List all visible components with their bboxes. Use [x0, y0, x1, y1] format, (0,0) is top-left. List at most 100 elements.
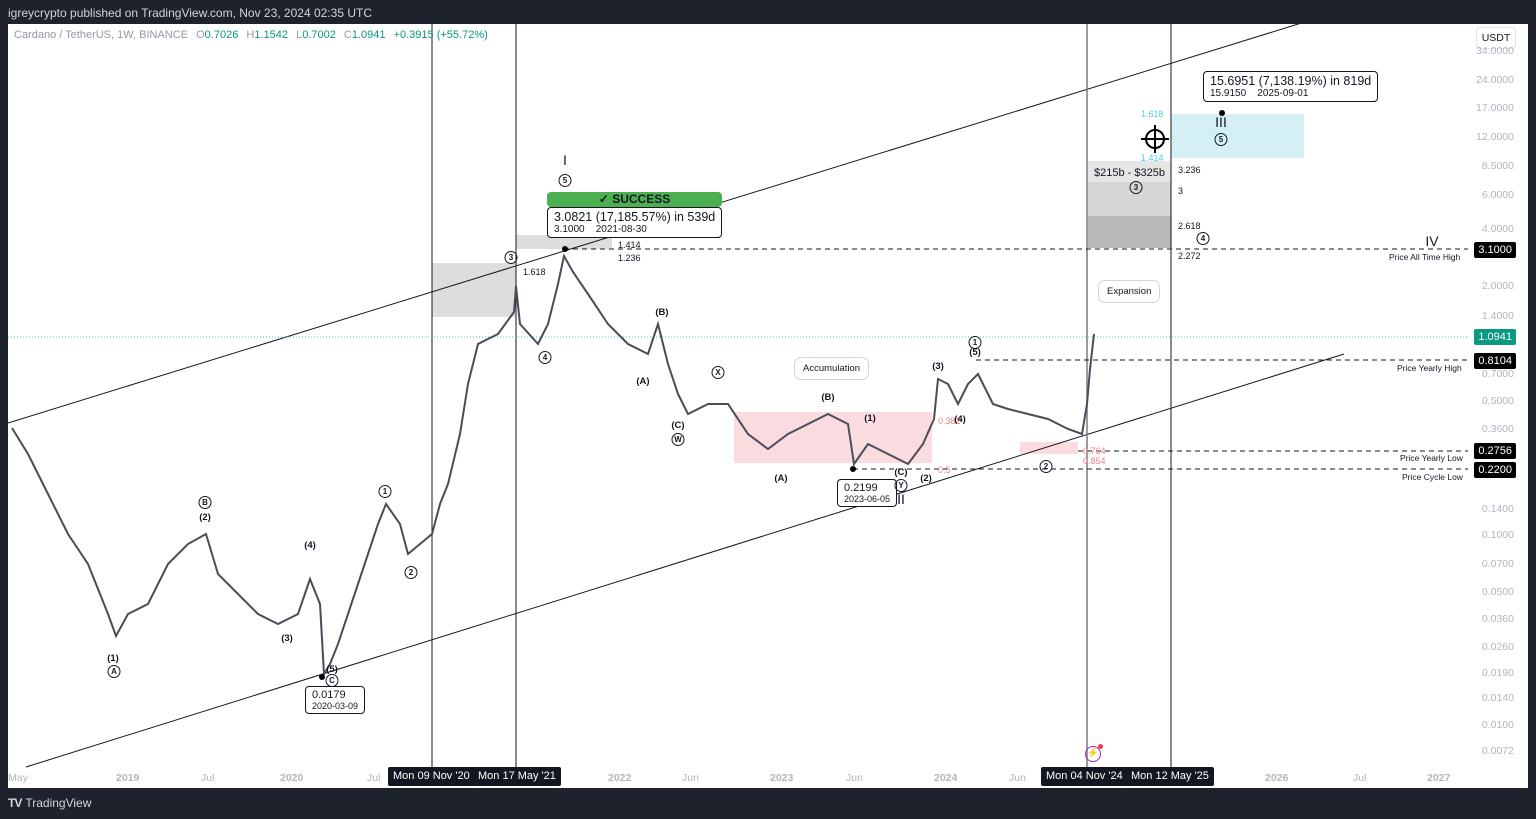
expansion-bubble: Expansion: [1098, 280, 1161, 303]
y-tick: 0.0100: [1481, 719, 1514, 731]
low-2023-date: 2023-06-05: [844, 494, 891, 504]
wave-label-C-2023: (C): [894, 467, 908, 478]
wave-label-B-2023: (B): [821, 392, 835, 403]
wave-label-3: (3): [281, 633, 293, 644]
y-tick: 4.0000: [1481, 223, 1514, 235]
y-tick: 0.0190: [1481, 667, 1514, 679]
success-label: SUCCESS: [612, 192, 671, 206]
wave-label-5-2024: (5): [969, 347, 981, 358]
tv-logo-icon: TV: [8, 796, 22, 810]
wave-label-4-2024: (4): [954, 414, 966, 425]
wave-circle-2-2024: 2: [1039, 460, 1053, 473]
y-tick: 0.1400: [1481, 503, 1514, 515]
high-label: H: [246, 29, 255, 41]
x-tick: 2022: [608, 772, 632, 784]
fib-05: 0.5: [938, 465, 951, 475]
currency-button[interactable]: USDT: [1476, 27, 1516, 49]
fib-0854: 0.854: [1083, 456, 1106, 466]
close-label: C: [343, 29, 352, 41]
x-tick: 2027: [1427, 772, 1451, 784]
note-yearly-low: Price Yearly Low: [1400, 453, 1463, 463]
y-tick: 12.0000: [1476, 131, 1514, 143]
wave-circle-4-2021: 4: [538, 351, 552, 364]
low-2020-date: 2020-03-09: [312, 701, 359, 711]
wave-circle-3-target: 3: [1129, 181, 1143, 194]
wave-roman-4: IV: [1425, 233, 1439, 249]
target-callout-main: 15.6951 (7,138.19%) in 819d: [1210, 74, 1372, 88]
zone-2021-top: [516, 235, 612, 249]
mcap-zone-top: [1088, 161, 1171, 182]
y-tick: 1.4000: [1481, 310, 1514, 322]
x-tick: May: [8, 772, 28, 784]
mcap-zone-label: $215b - $325b: [1094, 167, 1165, 179]
price-tag-current: 1.0941: [1474, 329, 1516, 345]
zone-2021-fib: [432, 263, 516, 317]
low-2023-callout: 0.2199 2023-06-05: [837, 479, 898, 507]
wave-label-4: (4): [304, 540, 316, 551]
y-tick: 6.0000: [1481, 189, 1514, 201]
accumulation-bubble: Accumulation: [794, 357, 870, 380]
target-zone: [1171, 114, 1304, 158]
wave-roman-2: II: [897, 491, 905, 507]
crosshair-icon[interactable]: [1141, 125, 1169, 153]
x-tick: Jun: [682, 772, 699, 784]
wave-label-A-2022: (A): [636, 376, 650, 387]
wave-circle-5-target: 5: [1214, 133, 1228, 146]
brand-name: TradingView: [25, 796, 92, 810]
symbol-name: Cardano / TetherUS, 1W, BINANCE: [14, 29, 189, 41]
time-tag-may-21: Mon 17 May '21: [473, 767, 561, 786]
open-label: O: [196, 29, 205, 41]
wave-label-3-2024: (3): [932, 361, 944, 372]
wave-circle-W: W: [671, 433, 685, 446]
publish-info: igreycrypto published on TradingView.com…: [8, 6, 372, 20]
wave-circle-B: B: [198, 496, 212, 509]
fib-0764: 0.764: [1083, 446, 1106, 456]
accumulation-zone: [734, 412, 932, 463]
wave-label-1: (1): [107, 653, 119, 664]
wave-label-C-2022: (C): [671, 420, 685, 431]
ath-callout-price: 3.1000: [554, 224, 585, 235]
fib-target-1414: 1.414: [1141, 153, 1164, 163]
wave-label-A-2023: (A): [774, 473, 788, 484]
y-tick: 0.7000: [1481, 368, 1514, 380]
price-plot[interactable]: [8, 24, 1528, 788]
low-value: 0.7002: [302, 29, 336, 41]
fib-3236: 3.236: [1178, 165, 1201, 175]
y-tick: 0.0500: [1481, 586, 1514, 598]
success-badge: ✓ SUCCESS: [547, 192, 722, 207]
fib-1618: 1.618: [523, 267, 546, 277]
y-tick: 0.0072: [1481, 745, 1514, 757]
wave-circle-4-target: 4: [1196, 232, 1210, 245]
y-tick: 8.5000: [1481, 160, 1514, 172]
y-tick: 0.1000: [1481, 529, 1514, 541]
fib-2272: 2.272: [1178, 251, 1201, 261]
alert-lightning-icon[interactable]: ⚡: [1085, 744, 1103, 762]
x-tick: 2024: [934, 772, 958, 784]
fib-1236: 1.236: [618, 253, 641, 263]
wave-circle-3-2021: 3: [504, 251, 518, 264]
wave-label-5: (5): [326, 664, 338, 675]
x-tick: 2023: [770, 772, 794, 784]
x-tick: Jul: [201, 772, 215, 784]
x-tick: 2026: [1265, 772, 1289, 784]
y-tick: 0.5000: [1481, 395, 1514, 407]
wave-label-1-2023: (1): [864, 413, 876, 424]
open-value: 0.7026: [204, 29, 239, 41]
tradingview-logo[interactable]: TV TradingView: [8, 796, 91, 810]
note-cycle-low: Price Cycle Low: [1402, 472, 1463, 482]
wave-circle-A: A: [107, 665, 121, 678]
chart-frame[interactable]: Cardano / TetherUS, 1W, BINANCE O0.7026 …: [8, 24, 1528, 788]
time-tag-nov-24: Mon 04 Nov '24: [1041, 767, 1128, 786]
alert-dot-icon: [1098, 744, 1103, 749]
price-tag-cycle-low: 0.2200: [1474, 462, 1516, 478]
target-callout: 15.6951 (7,138.19%) in 819d 15.9150 2025…: [1203, 71, 1379, 102]
fib-0382: 0.382: [938, 416, 961, 426]
y-tick: 24.0000: [1476, 74, 1514, 86]
ath-callout-date: 2021-08-30: [595, 224, 647, 235]
price-tag-yearly-high: 0.8104: [1474, 353, 1516, 369]
y-tick: 2.0000: [1481, 280, 1514, 292]
x-tick: Jun: [1009, 772, 1026, 784]
price-tag-yearly-low: 0.2756: [1474, 443, 1516, 459]
price-tag-ath: 3.1000: [1474, 242, 1516, 258]
mcap-zone-low: [1088, 216, 1171, 248]
